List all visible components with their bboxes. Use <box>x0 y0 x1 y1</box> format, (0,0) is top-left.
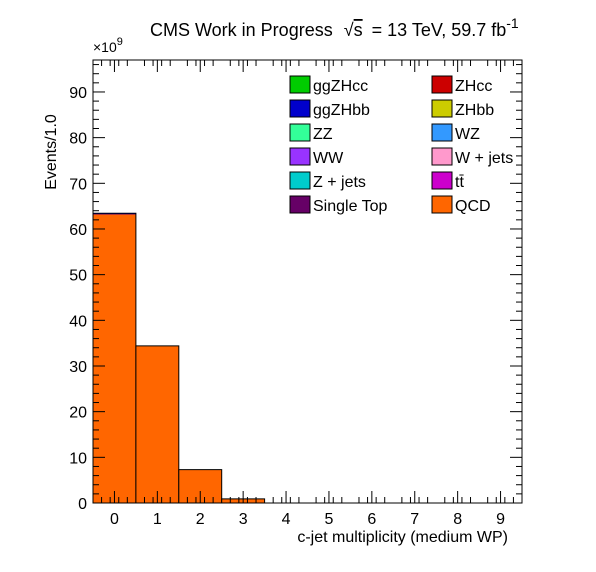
y-tick-label-40: 40 <box>69 313 87 330</box>
legend-label-single-top: Single Top <box>313 198 388 215</box>
bar-single-top-0 <box>93 213 136 215</box>
legend-swatch-wz <box>431 123 453 142</box>
legend-swatch-zhbb <box>431 99 453 118</box>
bar-qcd-0 <box>93 213 136 503</box>
x-tick-label-3: 3 <box>239 511 248 528</box>
y-tick-label-10: 10 <box>69 450 87 467</box>
legend-label-w-jets: W + jets <box>455 150 513 167</box>
legend-label-ggzhbb: ggZHbb <box>313 102 370 119</box>
legend-swatch-zhcc <box>431 75 453 94</box>
y-tick-label-80: 80 <box>69 131 87 148</box>
legend-label-z-jets: Z + jets <box>313 174 366 191</box>
x-tick-label-2: 2 <box>196 511 205 528</box>
y-axis-label: Events/1.0 <box>43 114 60 190</box>
x-tick-label-8: 8 <box>453 511 462 528</box>
x-tick-label-0: 0 <box>110 511 119 528</box>
legend-label-zhcc: ZHcc <box>455 78 492 95</box>
legend-swatch-w-jets <box>431 147 453 166</box>
legend-swatch-qcd <box>431 195 453 214</box>
x-tick-label-9: 9 <box>496 511 505 528</box>
legend-swatch-ggzhbb <box>289 99 311 118</box>
plot-frame <box>92 59 523 504</box>
legend-label-zz: ZZ <box>313 126 333 143</box>
legend-swatch-single-top <box>289 195 311 214</box>
y-tick-label-0: 0 <box>78 496 87 513</box>
legend-swatch-ggzhcc <box>289 75 311 94</box>
bar-outline-2 <box>178 469 223 503</box>
y-tick-label-60: 60 <box>69 222 87 239</box>
x-tick-label-7: 7 <box>410 511 419 528</box>
legend-swatch-z-jets <box>289 171 311 190</box>
legend-swatch-ww <box>289 147 311 166</box>
legend-swatch-zz <box>289 123 311 142</box>
legend-label-zhbb: ZHbb <box>455 102 494 119</box>
legend: ggZHcc ZHcc ggZHbb ZHbb ZZ WZ WW W + jets Z + je… <box>289 75 513 215</box>
legend-label-tt: tt̄ <box>455 174 464 191</box>
bar-outline-1 <box>135 345 180 503</box>
legend-label-wz: WZ <box>455 126 480 143</box>
x-tick-label-1: 1 <box>153 511 162 528</box>
x-tick-label-5: 5 <box>324 511 333 528</box>
y-tick-label-30: 30 <box>69 359 87 376</box>
y-multiplier: ×109 <box>93 36 123 55</box>
x-tick-label-4: 4 <box>282 511 291 528</box>
legend-label-ww: WW <box>313 150 344 167</box>
y-tick-label-50: 50 <box>69 268 87 285</box>
sqrt-symbol: √ <box>344 20 354 40</box>
x-axis-label: c-jet multiplicity (medium WP) <box>297 529 508 546</box>
bars <box>92 212 266 503</box>
y-tick-label-70: 70 <box>69 176 87 193</box>
chart-title: CMS Work in Progress √s = 13 TeV, 59.7 f… <box>150 15 519 40</box>
plot-border <box>92 59 523 504</box>
bar-qcd-1 <box>135 345 179 503</box>
legend-swatch-tt <box>431 171 453 190</box>
y-tick-label-20: 20 <box>69 405 87 422</box>
legend-label-ggzhcc: ggZHcc <box>313 78 368 95</box>
x-tick-label-6: 6 <box>367 511 376 528</box>
y-tick-label-90: 90 <box>69 85 87 102</box>
legend-label-qcd: QCD <box>455 198 491 215</box>
